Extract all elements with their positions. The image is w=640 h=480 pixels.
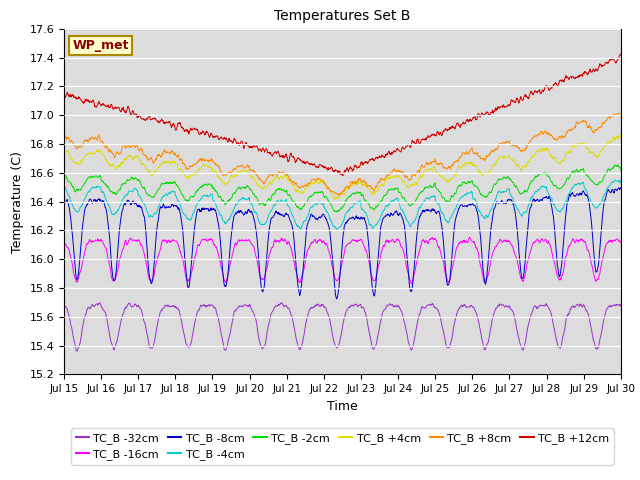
TC_B +12cm	[429, 132, 437, 138]
TC_B -8cm	[616, 185, 624, 191]
TC_B -4cm	[502, 188, 509, 194]
TC_B -16cm	[407, 281, 415, 287]
TC_B -2cm	[617, 167, 625, 173]
Line: TC_B +4cm: TC_B +4cm	[64, 134, 621, 199]
TC_B -4cm	[429, 193, 437, 199]
TC_B -8cm	[333, 296, 340, 302]
TC_B +8cm	[184, 166, 191, 171]
TC_B -32cm	[60, 303, 68, 309]
TC_B -8cm	[502, 201, 509, 206]
TC_B +12cm	[60, 93, 68, 99]
TC_B -32cm	[278, 300, 285, 306]
TC_B -4cm	[616, 177, 624, 183]
TC_B -2cm	[170, 179, 178, 185]
TC_B +4cm	[170, 158, 178, 164]
TC_B +4cm	[332, 196, 339, 202]
Line: TC_B +12cm: TC_B +12cm	[64, 54, 621, 176]
TC_B -32cm	[72, 348, 80, 354]
TC_B -2cm	[502, 175, 509, 181]
Line: TC_B -2cm: TC_B -2cm	[64, 165, 621, 212]
Title: Temperatures Set B: Temperatures Set B	[274, 10, 411, 24]
TC_B -32cm	[502, 303, 510, 309]
TC_B -8cm	[184, 284, 191, 290]
TC_B -32cm	[552, 332, 559, 338]
TC_B -8cm	[429, 206, 437, 212]
Line: TC_B -8cm: TC_B -8cm	[64, 188, 621, 299]
TC_B +12cm	[551, 81, 559, 86]
TC_B -32cm	[171, 303, 179, 309]
TC_B -4cm	[170, 189, 178, 194]
TC_B -4cm	[551, 204, 559, 210]
Line: TC_B -16cm: TC_B -16cm	[64, 237, 621, 284]
TC_B -2cm	[246, 187, 254, 192]
TC_B +12cm	[502, 104, 509, 109]
TC_B -16cm	[184, 278, 191, 284]
TC_B -16cm	[246, 239, 254, 245]
TC_B +4cm	[502, 155, 509, 160]
TC_B +8cm	[246, 167, 254, 172]
TC_B +12cm	[616, 51, 624, 57]
TC_B -8cm	[170, 203, 178, 208]
TC_B -16cm	[170, 238, 178, 244]
TC_B -16cm	[429, 237, 437, 242]
TC_B -4cm	[60, 182, 68, 188]
TC_B -2cm	[60, 171, 68, 177]
TC_B -4cm	[246, 200, 254, 206]
Y-axis label: Temperature (C): Temperature (C)	[11, 151, 24, 252]
TC_B +8cm	[60, 131, 68, 137]
TC_B +4cm	[429, 166, 437, 171]
TC_B -16cm	[552, 264, 559, 270]
TC_B +4cm	[616, 132, 624, 137]
TC_B -32cm	[246, 303, 254, 309]
Line: TC_B -4cm: TC_B -4cm	[64, 180, 621, 229]
Line: TC_B +8cm: TC_B +8cm	[64, 113, 621, 195]
TC_B -8cm	[246, 209, 254, 215]
TC_B -2cm	[333, 209, 341, 215]
TC_B +8cm	[335, 192, 343, 198]
TC_B +12cm	[184, 129, 191, 135]
TC_B -8cm	[60, 200, 68, 205]
TC_B -16cm	[502, 237, 510, 243]
Line: TC_B -32cm: TC_B -32cm	[64, 303, 621, 351]
TC_B +12cm	[617, 52, 625, 58]
TC_B -32cm	[617, 303, 625, 309]
TC_B +8cm	[617, 115, 625, 120]
Text: WP_met: WP_met	[72, 39, 129, 52]
TC_B +4cm	[246, 172, 254, 178]
TC_B -16cm	[60, 239, 68, 244]
TC_B -8cm	[551, 233, 559, 239]
TC_B +4cm	[184, 175, 191, 181]
TC_B -32cm	[429, 303, 437, 309]
TC_B +4cm	[617, 132, 625, 138]
TC_B +12cm	[339, 173, 346, 179]
TC_B +8cm	[551, 136, 559, 142]
X-axis label: Time: Time	[327, 400, 358, 413]
TC_B +4cm	[551, 155, 559, 160]
TC_B -16cm	[466, 234, 474, 240]
TC_B +12cm	[170, 123, 178, 129]
Legend: TC_B -32cm, TC_B -16cm, TC_B -8cm, TC_B -4cm, TC_B -2cm, TC_B +4cm, TC_B +8cm, T: TC_B -32cm, TC_B -16cm, TC_B -8cm, TC_B …	[71, 428, 614, 465]
TC_B -2cm	[184, 198, 191, 204]
TC_B -8cm	[617, 185, 625, 191]
TC_B +8cm	[170, 152, 178, 158]
TC_B +8cm	[502, 139, 509, 145]
TC_B +4cm	[60, 148, 68, 154]
TC_B -2cm	[612, 162, 620, 168]
TC_B -2cm	[551, 183, 559, 189]
TC_B -4cm	[333, 227, 341, 232]
TC_B -32cm	[184, 344, 192, 349]
TC_B -4cm	[617, 180, 625, 186]
TC_B -16cm	[617, 240, 625, 246]
TC_B +8cm	[429, 158, 437, 164]
TC_B -4cm	[184, 216, 191, 221]
TC_B +12cm	[246, 144, 254, 150]
TC_B +8cm	[614, 110, 622, 116]
TC_B -2cm	[429, 184, 437, 190]
